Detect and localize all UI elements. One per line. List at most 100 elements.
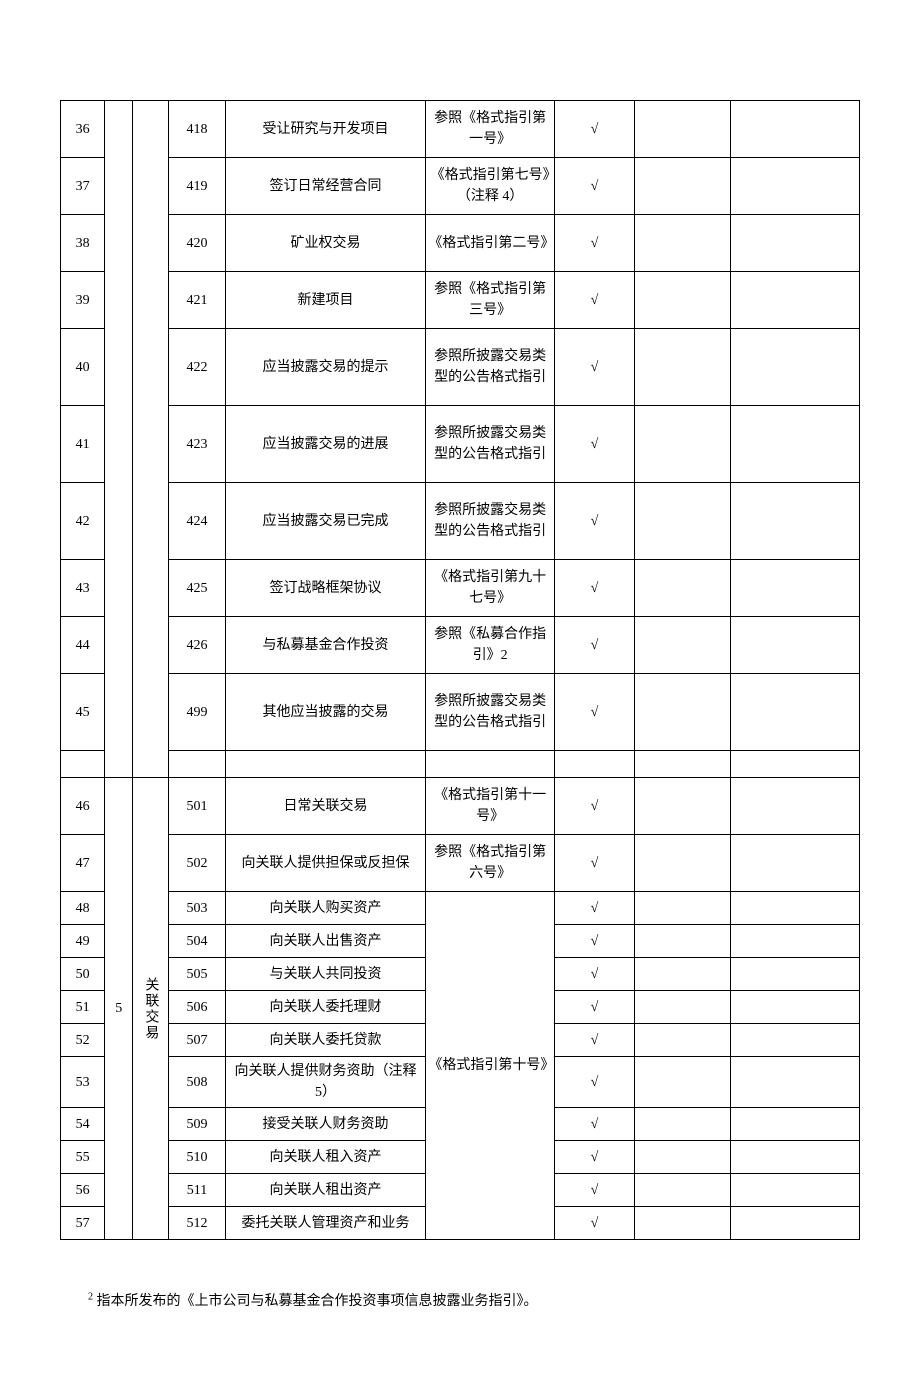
item-ref: 参照所披露交易类型的公告格式指引 — [426, 406, 554, 483]
row-index: 57 — [61, 1207, 105, 1240]
row-index: 41 — [61, 406, 105, 483]
item-name: 向关联人提供财务资助（注释 5） — [225, 1057, 426, 1108]
table-row: 38420矿业权交易《格式指引第二号》√ — [61, 215, 860, 272]
row-index: 52 — [61, 1024, 105, 1057]
blank-col-2 — [731, 1207, 860, 1240]
item-code: 508 — [169, 1057, 225, 1108]
blank-col-1 — [635, 1108, 731, 1141]
item-name: 应当披露交易的进展 — [225, 406, 426, 483]
table-row: 39421新建项目参照《格式指引第三号》√ — [61, 272, 860, 329]
blank-col-2 — [731, 991, 860, 1024]
check-mark: √ — [554, 406, 634, 483]
blank-col-2 — [731, 101, 860, 158]
blank-col-2 — [731, 1174, 860, 1207]
check-mark: √ — [554, 778, 634, 835]
item-name: 新建项目 — [225, 272, 426, 329]
item-name: 向关联人提供担保或反担保 — [225, 835, 426, 892]
item-code: 418 — [169, 101, 225, 158]
blank-col-2 — [731, 1024, 860, 1057]
check-mark: √ — [554, 674, 634, 751]
footnote-text: 指本所发布的《上市公司与私募基金合作投资事项信息披露业务指引》。 — [97, 1294, 538, 1309]
item-code: 510 — [169, 1141, 225, 1174]
row-index: 49 — [61, 925, 105, 958]
row-index: 56 — [61, 1174, 105, 1207]
table-row: 41 423应当披露交易的进展参照所披露交易类型的公告格式指引√ — [61, 406, 860, 483]
row-index: 39 — [61, 272, 105, 329]
blank-col-2 — [731, 406, 860, 483]
blank-col-1 — [635, 272, 731, 329]
item-code: 503 — [169, 892, 225, 925]
blank-col-1 — [635, 215, 731, 272]
item-name: 矿业权交易 — [225, 215, 426, 272]
item-code: 511 — [169, 1174, 225, 1207]
row-index: 54 — [61, 1108, 105, 1141]
row-index: 55 — [61, 1141, 105, 1174]
row-index: 53 — [61, 1057, 105, 1108]
item-name: 应当披露交易的提示 — [225, 329, 426, 406]
category-name-cont — [133, 101, 169, 778]
item-name: 日常关联交易 — [225, 778, 426, 835]
blank-col-2 — [731, 958, 860, 991]
check-mark: √ — [554, 1174, 634, 1207]
blank-col-1 — [635, 991, 731, 1024]
table-row: 40422应当披露交易的提示参照所披露交易类型的公告格式指引√ — [61, 329, 860, 406]
item-ref: 《格式指引第十一号》 — [426, 778, 554, 835]
item-ref: 《格式指引第九十七号》 — [426, 560, 554, 617]
blank-col-1 — [635, 560, 731, 617]
row-index: 38 — [61, 215, 105, 272]
check-mark: √ — [554, 560, 634, 617]
blank-col-1 — [635, 1024, 731, 1057]
table-row: 37419签订日常经营合同《格式指引第七号》（注释 4）√ — [61, 158, 860, 215]
item-ref: 《格式指引第二号》 — [426, 215, 554, 272]
row-index: 42 — [61, 483, 105, 560]
check-mark: √ — [554, 835, 634, 892]
blank-col-1 — [635, 1174, 731, 1207]
blank-col-1 — [635, 158, 731, 215]
blank-col-2 — [731, 674, 860, 751]
row-index: 43 — [61, 560, 105, 617]
item-name: 签订战略框架协议 — [225, 560, 426, 617]
item-ref: 参照《格式指引第一号》 — [426, 101, 554, 158]
item-code: 424 — [169, 483, 225, 560]
item-code: 501 — [169, 778, 225, 835]
item-code: 499 — [169, 674, 225, 751]
blank-col-2 — [731, 835, 860, 892]
item-name: 委托关联人管理资产和业务 — [225, 1207, 426, 1240]
table-row: 36418受让研究与开发项目参照《格式指引第一号》√ — [61, 101, 860, 158]
category-name: 关联交易 — [133, 778, 169, 1240]
blank-col-2 — [731, 1141, 860, 1174]
blank-col-1 — [635, 958, 731, 991]
check-mark: √ — [554, 101, 634, 158]
spacer-row — [61, 751, 860, 778]
blank-col-1 — [635, 925, 731, 958]
check-mark: √ — [554, 958, 634, 991]
item-name: 应当披露交易已完成 — [225, 483, 426, 560]
check-mark: √ — [554, 158, 634, 215]
table-row: 465关联交易501日常关联交易《格式指引第十一号》√ — [61, 778, 860, 835]
category-no: 5 — [105, 778, 133, 1240]
blank-col-2 — [731, 158, 860, 215]
item-code: 421 — [169, 272, 225, 329]
category-no-cont — [105, 101, 133, 778]
table-row: 45499其他应当披露的交易参照所披露交易类型的公告格式指引√ — [61, 674, 860, 751]
item-code: 423 — [169, 406, 225, 483]
blank-col-1 — [635, 617, 731, 674]
row-index: 51 — [61, 991, 105, 1024]
blank-col-1 — [635, 892, 731, 925]
check-mark: √ — [554, 1024, 634, 1057]
blank-col-1 — [635, 101, 731, 158]
check-mark: √ — [554, 483, 634, 560]
check-mark: √ — [554, 617, 634, 674]
row-index: 48 — [61, 892, 105, 925]
blank-col-2 — [731, 483, 860, 560]
check-mark: √ — [554, 1057, 634, 1108]
table-row: 44426与私募基金合作投资参照《私募合作指引》2√ — [61, 617, 860, 674]
item-name: 受让研究与开发项目 — [225, 101, 426, 158]
item-name: 签订日常经营合同 — [225, 158, 426, 215]
item-code: 420 — [169, 215, 225, 272]
blank-col-1 — [635, 406, 731, 483]
blank-col-2 — [731, 560, 860, 617]
blank-col-2 — [731, 778, 860, 835]
item-name: 向关联人购买资产 — [225, 892, 426, 925]
item-name: 向关联人租出资产 — [225, 1174, 426, 1207]
